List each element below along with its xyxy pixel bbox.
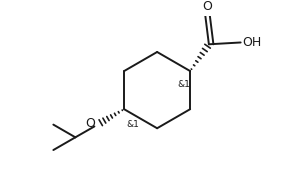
Text: O: O [203,0,212,13]
Text: O: O [86,117,95,130]
Text: &1: &1 [177,80,190,89]
Text: &1: &1 [126,120,139,129]
Text: OH: OH [242,36,262,49]
